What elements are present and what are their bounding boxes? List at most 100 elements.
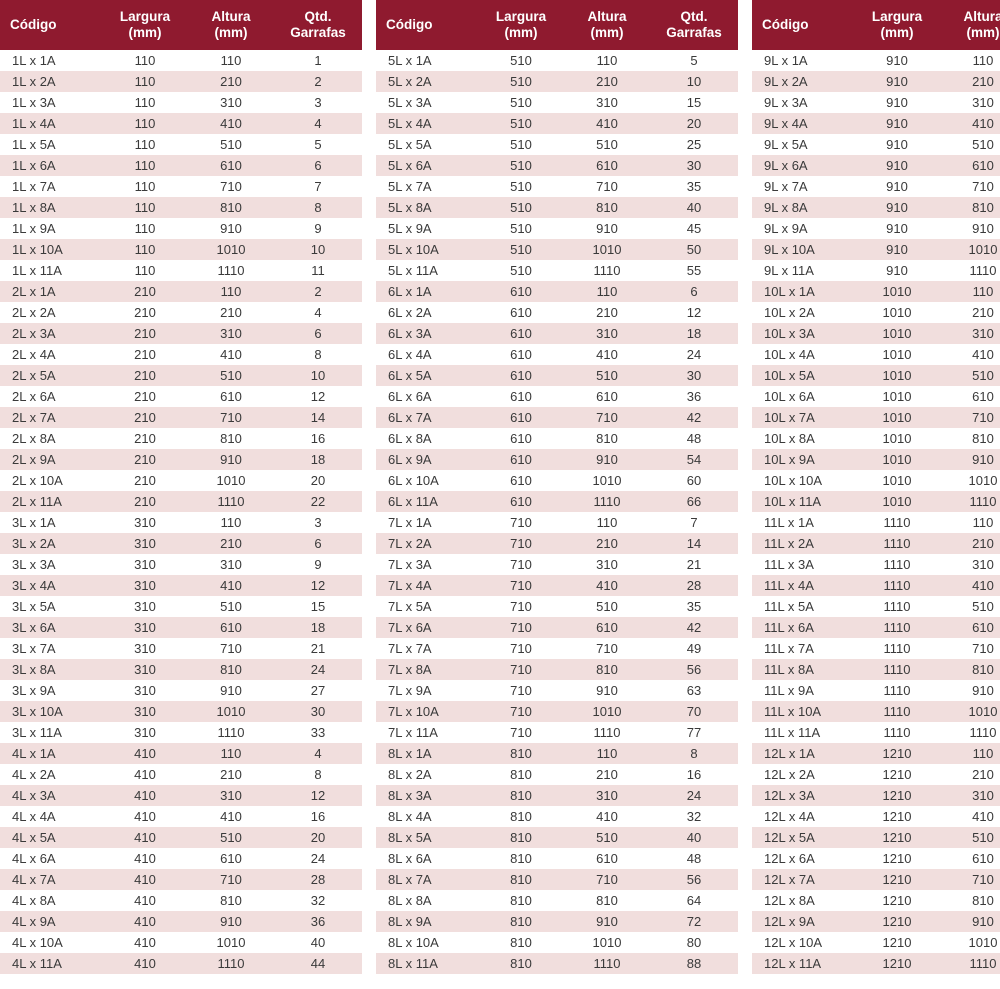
- cell-codigo: 7L x 10A: [376, 701, 478, 722]
- cell-codigo: 12L x 11A: [752, 953, 854, 974]
- cell-codigo: 4L x 5A: [0, 827, 102, 848]
- table-row: 8L x 10A 810 1010 80: [376, 932, 738, 953]
- cell-codigo: 6L x 2A: [376, 302, 478, 323]
- cell-altura: 210: [188, 302, 274, 323]
- cell-codigo: 4L x 10A: [0, 932, 102, 953]
- cell-largura: 710: [478, 638, 564, 659]
- cell-qtd: 28: [274, 869, 362, 890]
- cell-largura: 710: [478, 533, 564, 554]
- cell-largura: 410: [102, 785, 188, 806]
- cell-largura: 510: [478, 218, 564, 239]
- cell-largura: 210: [102, 407, 188, 428]
- cell-largura: 710: [478, 554, 564, 575]
- cell-altura: 610: [940, 848, 1000, 869]
- cell-qtd: 1: [274, 50, 362, 71]
- table-row: 12L x 10A 1210 1010 120: [752, 932, 1000, 953]
- cell-largura: 1110: [854, 575, 940, 596]
- table-row: 3L x 5A 310 510 15: [0, 596, 362, 617]
- cell-qtd: 24: [274, 659, 362, 680]
- table-body: 1L x 1A 110 110 1 1L x 2A 110 210 2 1L x…: [0, 50, 362, 974]
- cell-altura: 510: [564, 596, 650, 617]
- cell-codigo: 2L x 8A: [0, 428, 102, 449]
- table-row: 4L x 2A 410 210 8: [0, 764, 362, 785]
- cell-codigo: 11L x 2A: [752, 533, 854, 554]
- cell-largura: 410: [102, 932, 188, 953]
- cell-qtd: 3: [274, 92, 362, 113]
- cell-largura: 1210: [854, 890, 940, 911]
- table-row: 12L x 1A 1210 110 12: [752, 743, 1000, 764]
- cell-altura: 610: [940, 155, 1000, 176]
- header-qtd: Qtd.Garrafas: [650, 0, 738, 50]
- cell-largura: 810: [478, 932, 564, 953]
- cell-altura: 1010: [188, 701, 274, 722]
- cell-altura: 610: [188, 155, 274, 176]
- table-row: 12L x 8A 1210 810 96: [752, 890, 1000, 911]
- cell-codigo: 12L x 2A: [752, 764, 854, 785]
- cell-qtd: 24: [274, 848, 362, 869]
- cell-largura: 310: [102, 680, 188, 701]
- cell-altura: 110: [564, 281, 650, 302]
- table-row: 3L x 10A 310 1010 30: [0, 701, 362, 722]
- cell-qtd: 6: [274, 155, 362, 176]
- cell-altura: 210: [940, 302, 1000, 323]
- cell-altura: 210: [564, 71, 650, 92]
- cell-codigo: 5L x 5A: [376, 134, 478, 155]
- cell-codigo: 8L x 8A: [376, 890, 478, 911]
- cell-codigo: 5L x 6A: [376, 155, 478, 176]
- cell-altura: 410: [940, 575, 1000, 596]
- cell-qtd: 80: [650, 932, 738, 953]
- cell-largura: 1010: [854, 344, 940, 365]
- cell-largura: 1110: [854, 659, 940, 680]
- cell-qtd: 33: [274, 722, 362, 743]
- data-table-3: Código Largura(mm) Altura(mm) Qtd.Garraf…: [752, 0, 1000, 974]
- cell-largura: 510: [478, 71, 564, 92]
- cell-largura: 910: [854, 197, 940, 218]
- cell-qtd: 8: [274, 344, 362, 365]
- cell-altura: 910: [564, 680, 650, 701]
- data-table-1: Código Largura(mm) Altura(mm) Qtd.Garraf…: [0, 0, 362, 974]
- table-row: 6L x 8A 610 810 48: [376, 428, 738, 449]
- cell-altura: 810: [188, 890, 274, 911]
- table-row: 11L x 10A 1110 1010 110: [752, 701, 1000, 722]
- cell-codigo: 3L x 11A: [0, 722, 102, 743]
- cell-largura: 1110: [854, 701, 940, 722]
- cell-codigo: 8L x 4A: [376, 806, 478, 827]
- table-row: 10L x 6A 1010 610 60: [752, 386, 1000, 407]
- table-row: 10L x 11A 1010 1110 110: [752, 491, 1000, 512]
- cell-codigo: 11L x 1A: [752, 512, 854, 533]
- table-row: 8L x 5A 810 510 40: [376, 827, 738, 848]
- cell-codigo: 3L x 9A: [0, 680, 102, 701]
- table-row: 11L x 11A 1110 1110 121: [752, 722, 1000, 743]
- table-row: 5L x 8A 510 810 40: [376, 197, 738, 218]
- cell-codigo: 3L x 6A: [0, 617, 102, 638]
- table-row: 5L x 2A 510 210 10: [376, 71, 738, 92]
- cell-largura: 910: [854, 134, 940, 155]
- cell-codigo: 9L x 8A: [752, 197, 854, 218]
- cell-qtd: 15: [650, 92, 738, 113]
- cell-codigo: 10L x 5A: [752, 365, 854, 386]
- cell-largura: 110: [102, 92, 188, 113]
- cell-altura: 810: [188, 659, 274, 680]
- cell-altura: 210: [188, 71, 274, 92]
- cell-largura: 1210: [854, 785, 940, 806]
- cell-largura: 1210: [854, 743, 940, 764]
- cell-qtd: 16: [650, 764, 738, 785]
- cell-altura: 310: [188, 92, 274, 113]
- cell-altura: 810: [564, 197, 650, 218]
- cell-codigo: 4L x 1A: [0, 743, 102, 764]
- cell-largura: 110: [102, 218, 188, 239]
- cell-altura: 1110: [940, 260, 1000, 281]
- table-row: 7L x 7A 710 710 49: [376, 638, 738, 659]
- cell-codigo: 6L x 4A: [376, 344, 478, 365]
- cell-altura: 610: [188, 848, 274, 869]
- cell-codigo: 4L x 6A: [0, 848, 102, 869]
- table-row: 3L x 3A 310 310 9: [0, 554, 362, 575]
- cell-altura: 610: [564, 617, 650, 638]
- cell-largura: 610: [478, 386, 564, 407]
- table-row: 3L x 8A 310 810 24: [0, 659, 362, 680]
- cell-altura: 410: [564, 575, 650, 596]
- table-row: 7L x 5A 710 510 35: [376, 596, 738, 617]
- cell-codigo: 8L x 11A: [376, 953, 478, 974]
- cell-altura: 210: [940, 533, 1000, 554]
- cell-qtd: 10: [650, 71, 738, 92]
